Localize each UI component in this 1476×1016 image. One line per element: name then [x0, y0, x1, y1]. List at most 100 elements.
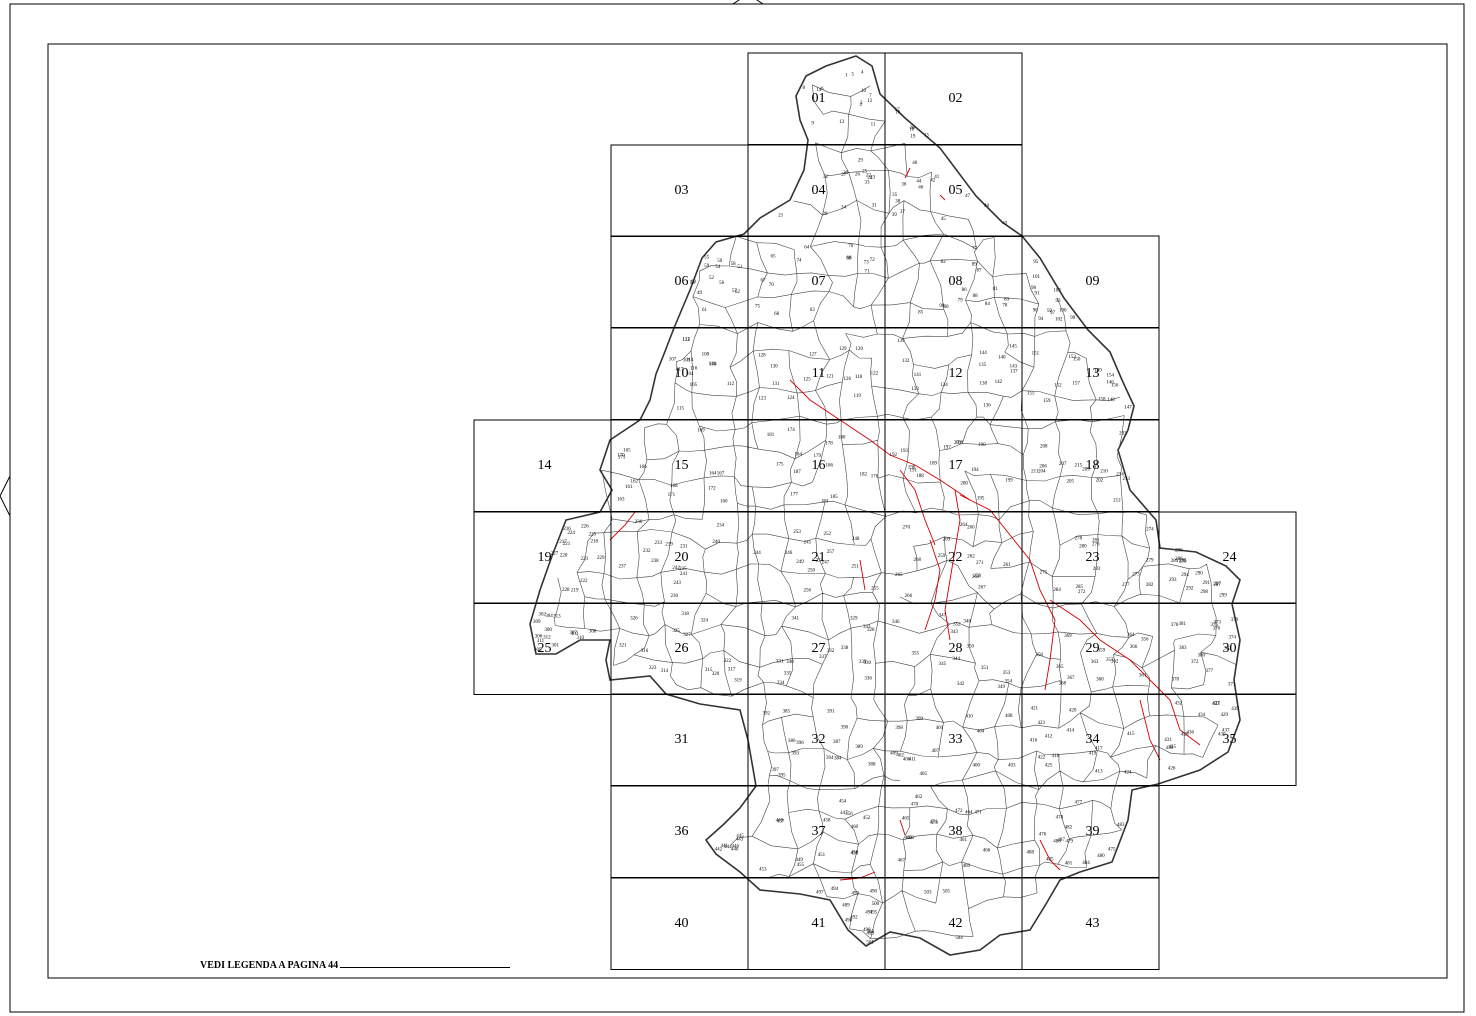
commune-number: 303	[571, 632, 579, 637]
commune-number: 281	[1092, 539, 1100, 544]
commune-number: 161	[625, 485, 633, 490]
commune-number: 240	[713, 540, 721, 545]
commune-number: 276	[1092, 543, 1100, 548]
commune-number: 481	[1065, 861, 1073, 866]
commune-number: 44	[916, 180, 922, 185]
commune-number: 27	[841, 173, 847, 178]
commune-number: 198	[908, 465, 916, 470]
commune-number: 105	[690, 383, 698, 388]
commune-number: 277	[1122, 583, 1130, 588]
commune-number: 168	[670, 484, 678, 489]
commune-number: 164	[709, 472, 717, 477]
commune-number: 144	[979, 351, 987, 356]
tile-43	[1021, 877, 1160, 970]
commune-number: 430	[1218, 733, 1226, 738]
commune-number: 19	[910, 134, 916, 139]
commune-number: 7	[869, 94, 872, 99]
commune-number: 378	[1171, 678, 1179, 683]
commune-number: 494	[831, 887, 839, 892]
commune-number: 226	[581, 525, 589, 530]
commune-number: 43	[1002, 221, 1008, 226]
commune-number: 171	[668, 493, 676, 498]
commune-number: 231	[680, 544, 688, 549]
commune-number: 20	[910, 126, 916, 131]
commune-number: 504	[955, 936, 963, 941]
commune-number: 427	[1212, 701, 1220, 706]
commune-number: 139	[897, 339, 905, 344]
commune-number: 271	[976, 561, 984, 566]
commune-number: 111	[682, 337, 690, 342]
commune-number: 153	[1068, 355, 1076, 360]
commune-number: 399	[916, 717, 924, 722]
commune-number: 300	[544, 628, 552, 633]
tile-label-19: 19	[538, 550, 552, 565]
commune-number: 23	[870, 176, 876, 181]
commune-number: 100	[1059, 309, 1067, 314]
commune-number: 1	[845, 73, 848, 78]
commune-number: 314	[661, 669, 669, 674]
commune-number: 148	[1107, 398, 1115, 403]
commune-number: 384	[834, 756, 842, 761]
commune-number: 420	[1069, 708, 1077, 713]
commune-number: 41	[934, 175, 940, 180]
commune-number: 186	[825, 463, 833, 468]
commune-number: 290	[1195, 571, 1203, 576]
commune-number: 282	[1146, 583, 1154, 588]
commune-number: 202	[1096, 478, 1104, 483]
commune-number: 125	[803, 377, 811, 382]
commune-number: 163	[617, 498, 625, 503]
commune-number: 322	[724, 659, 732, 664]
commune-number: 359	[1098, 649, 1106, 654]
commune-number: 141	[914, 373, 922, 378]
commune-number: 326	[630, 616, 638, 621]
commune-number: 124	[787, 396, 795, 401]
commune-number: 342	[957, 682, 965, 687]
commune-number: 485	[1046, 858, 1054, 863]
commune-number: 112	[727, 382, 735, 387]
commune-number: 49	[697, 291, 703, 296]
commune-number: 247	[822, 560, 830, 565]
tile-label-11: 11	[812, 366, 825, 381]
commune-number: 268	[914, 558, 922, 563]
commune-number: 330	[863, 661, 871, 666]
commune-number: 33	[865, 181, 871, 186]
red-feature-8	[859, 559, 866, 591]
commune-number: 355	[911, 652, 919, 657]
tile-label-09: 09	[1086, 274, 1100, 289]
commune-number: 57	[732, 289, 738, 294]
commune-number: 142	[995, 380, 1003, 385]
commune-number: 347	[939, 614, 947, 619]
commune-number: 179	[813, 454, 821, 459]
commune-number: 113	[683, 338, 691, 343]
commune-number: 386	[788, 739, 796, 744]
commune-number: 239	[665, 543, 673, 548]
commune-number: 337	[819, 655, 827, 660]
commune-number: 216	[563, 527, 571, 532]
commune-number: 160	[720, 499, 728, 504]
commune-number: 443	[736, 838, 744, 843]
commune-number: 459	[851, 852, 859, 857]
commune-number: 456	[845, 812, 853, 817]
commune-number: 77	[972, 247, 978, 252]
commune-number: 467	[897, 858, 905, 863]
commune-number: 414	[1066, 729, 1074, 734]
commune-number: 462	[915, 795, 923, 800]
commune-number: 47	[965, 194, 971, 199]
tile-label-02: 02	[949, 91, 963, 106]
commune-number: 229	[597, 556, 605, 561]
commune-number: 444	[724, 845, 732, 850]
commune-number: 167	[717, 472, 725, 477]
tile-label-07: 07	[812, 274, 826, 289]
commune-number: 429	[1221, 713, 1229, 718]
commune-number: 488	[1026, 850, 1034, 855]
tile-label-10: 10	[675, 366, 689, 381]
commune-number: 220	[560, 554, 568, 559]
commune-number: 156	[1111, 383, 1119, 388]
commune-number: 439	[1231, 707, 1239, 712]
commune-number: 199	[1005, 479, 1013, 484]
commune-number: 293	[1169, 578, 1177, 583]
commune-number: 320	[712, 672, 720, 677]
red-feature-10	[1039, 839, 1061, 871]
commune-number: 99	[1070, 316, 1076, 321]
